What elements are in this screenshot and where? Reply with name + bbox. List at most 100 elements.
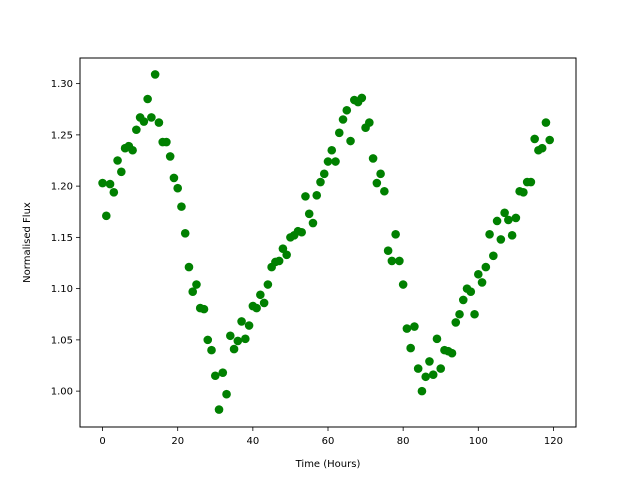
data-point	[184, 262, 194, 272]
data-point	[98, 178, 107, 188]
data-point	[413, 364, 423, 373]
data-point	[470, 309, 479, 319]
data-point	[391, 230, 400, 239]
data-point	[451, 318, 461, 327]
data-point	[241, 334, 250, 344]
data-point	[511, 213, 521, 223]
data-point	[203, 335, 213, 345]
data-point	[278, 244, 288, 253]
data-point	[406, 343, 415, 353]
data-point	[229, 344, 239, 354]
data-point	[274, 256, 284, 266]
data-point	[398, 280, 408, 289]
data-point	[109, 187, 119, 197]
data-point	[496, 235, 506, 244]
data-point	[500, 208, 509, 218]
data-point	[180, 228, 190, 238]
x-tick-label: 60	[322, 436, 335, 447]
data-point	[214, 405, 224, 414]
data-point	[192, 280, 201, 289]
data-point	[139, 117, 149, 126]
data-points	[98, 70, 554, 414]
data-point	[297, 227, 307, 237]
x-tick-label: 80	[397, 436, 410, 447]
data-point	[210, 371, 220, 381]
x-tick-label: 40	[246, 436, 259, 447]
data-point	[316, 177, 325, 187]
data-point	[327, 145, 337, 155]
data-point	[259, 298, 269, 308]
data-point	[455, 309, 464, 319]
data-point	[410, 322, 419, 331]
x-tick-label: 0	[99, 436, 105, 447]
data-point	[143, 94, 152, 104]
data-point	[150, 70, 160, 79]
data-point	[383, 246, 393, 255]
y-tick-label: 1.25	[51, 130, 73, 141]
data-point	[474, 269, 483, 279]
data-point	[102, 211, 111, 221]
data-point	[334, 128, 344, 138]
data-point	[368, 154, 378, 163]
data-point	[162, 137, 171, 147]
data-point	[256, 290, 265, 300]
data-point	[199, 304, 209, 314]
data-point	[466, 287, 476, 297]
data-point	[105, 179, 115, 189]
data-point	[113, 156, 122, 165]
data-point	[147, 113, 156, 122]
data-point	[226, 331, 235, 341]
data-point	[481, 262, 491, 272]
data-point	[537, 143, 547, 153]
data-point	[263, 280, 273, 289]
data-point	[346, 136, 355, 146]
x-axis-ticks: 0 20 40 60 80 100 120	[99, 427, 563, 447]
data-point	[365, 118, 374, 127]
plot-frame	[79, 57, 577, 428]
data-point	[432, 334, 442, 344]
data-point	[308, 218, 318, 228]
data-point	[188, 287, 198, 297]
data-point	[395, 256, 404, 266]
data-point	[165, 152, 175, 161]
data-point	[331, 157, 340, 166]
data-point	[237, 317, 246, 326]
y-axis-ticks: 1.00 1.05 1.10 1.15 1.20 1.25 1.30	[51, 79, 80, 398]
y-tick-label: 1.15	[51, 233, 73, 244]
data-point	[541, 118, 551, 127]
data-point	[252, 303, 261, 313]
data-point	[338, 115, 348, 124]
data-point	[376, 169, 385, 179]
x-tick-label: 120	[544, 436, 563, 447]
data-point	[530, 134, 539, 144]
data-point	[507, 231, 517, 240]
x-tick-label: 100	[469, 436, 488, 447]
y-tick-label: 1.10	[51, 284, 73, 295]
data-point	[304, 209, 314, 219]
data-point	[425, 357, 434, 366]
data-point	[504, 215, 513, 225]
data-point	[519, 187, 528, 197]
data-point	[387, 256, 397, 266]
data-point	[233, 336, 243, 346]
data-point	[417, 386, 427, 396]
x-tick-label: 20	[171, 436, 184, 447]
data-point	[323, 157, 333, 166]
y-axis-label: Normalised Flux	[22, 202, 33, 283]
data-point	[282, 250, 291, 260]
data-point	[132, 125, 141, 135]
data-point	[428, 370, 438, 380]
data-point	[128, 145, 137, 155]
data-point	[526, 177, 536, 187]
data-point	[372, 178, 382, 188]
data-point	[207, 345, 216, 355]
x-axis-label: Time (Hours)	[295, 459, 361, 470]
data-point	[436, 364, 446, 373]
data-point	[218, 368, 228, 377]
data-point	[117, 167, 126, 177]
data-point	[244, 321, 254, 330]
data-point	[222, 389, 231, 399]
data-point	[319, 169, 329, 179]
